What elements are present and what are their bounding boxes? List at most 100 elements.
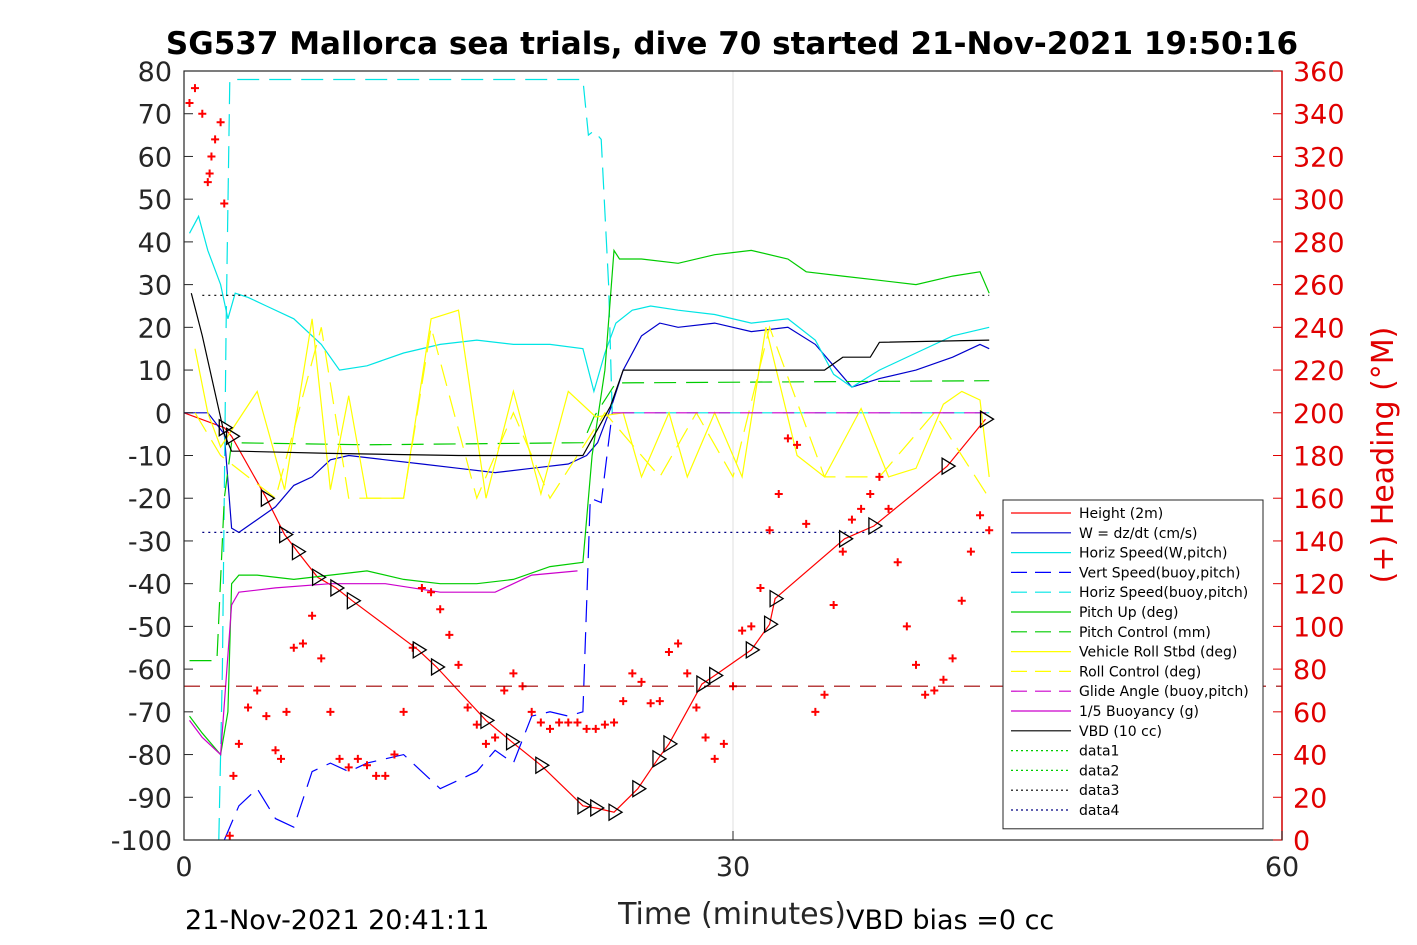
legend-label-2: Horiz Speed(W,pitch): [1079, 546, 1227, 562]
legend-label-15: data4: [1079, 803, 1120, 819]
heading-point-49: [573, 718, 582, 727]
heading-point-22: [326, 707, 335, 716]
legend: Height (2m) W = dz/dt (cm/s) Horiz Speed(W…: [1002, 499, 1264, 830]
depth-marker-24: [769, 589, 785, 608]
right-tick-label-5: 100: [1293, 612, 1345, 643]
heading-point-33: [427, 588, 436, 597]
x-tick-label-0: 0: [175, 852, 192, 883]
heading-point-79: [847, 515, 856, 524]
depth-marker-20: [696, 674, 712, 694]
heading-point-16: [276, 754, 285, 763]
legend-label-12: data1: [1079, 744, 1119, 760]
heading-point-21: [317, 654, 326, 663]
heading-point-42: [509, 669, 518, 678]
left-tick-label-7: -30: [128, 527, 172, 558]
left-tick-label-18: 80: [138, 57, 172, 88]
depth-marker-10: [430, 657, 446, 677]
right-tick-label-11: 220: [1293, 356, 1345, 387]
heading-point-78: [838, 547, 847, 556]
depth-marker-12: [505, 732, 521, 751]
series-line-6: [189, 380, 990, 662]
left-tick-label-12: 20: [138, 313, 172, 344]
heading-point-36: [454, 660, 463, 669]
depth-marker-8: [346, 591, 362, 610]
heading-point-93: [976, 511, 985, 520]
left-tick-label-13: 30: [138, 271, 172, 302]
left-tick-label-6: -40: [128, 570, 172, 601]
heading-point-62: [692, 703, 701, 712]
right-tick-label-4: 80: [1293, 655, 1327, 686]
heading-point-47: [555, 718, 564, 727]
left-tick-label-15: 50: [138, 185, 172, 216]
depth-marker-17: [632, 779, 648, 798]
heading-point-7: [216, 118, 225, 127]
heading-point-38: [472, 720, 481, 729]
x-tick-label-1: 30: [716, 852, 750, 883]
depth-marker-16: [608, 803, 624, 822]
heading-point-29: [390, 750, 399, 759]
series-line-3: [223, 412, 613, 841]
right-tick-label-3: 60: [1293, 698, 1327, 729]
heading-point-75: [811, 707, 820, 716]
legend-label-8: Roll Control (deg): [1079, 664, 1201, 680]
legend-items: Height (2m) W = dz/dt (cm/s) Horiz Speed(W…: [1011, 506, 1249, 819]
depth-marker-5: [291, 542, 307, 561]
heading-point-92: [966, 547, 975, 556]
footer-vbd-bias: VBD bias =0 cc: [846, 905, 1054, 936]
heading-point-13: [253, 686, 262, 695]
heading-point-52: [600, 720, 609, 729]
heading-point-20: [308, 611, 317, 620]
left-tick-label-3: -70: [128, 698, 172, 729]
legend-label-11: VBD (10 cc): [1079, 724, 1162, 740]
chart-title: SG537 Mallorca sea trials, dive 70 start…: [166, 26, 1298, 62]
heading-point-82: [875, 472, 884, 481]
left-tick-label-4: -60: [128, 655, 172, 686]
heading-point-17: [282, 707, 291, 716]
legend-label-6: Pitch Control (mm): [1079, 625, 1211, 641]
heading-point-34: [436, 605, 445, 614]
right-tick-label-18: 360: [1293, 57, 1345, 88]
legend-label-10: 1/5 Buoyancy (g): [1079, 704, 1199, 720]
heading-point-56: [637, 677, 646, 686]
depth-marker-6: [311, 568, 327, 587]
heading-point-26: [363, 761, 371, 770]
heading-point-39: [481, 739, 490, 748]
heading-point-32: [417, 583, 426, 592]
heading-point-0: [185, 99, 194, 108]
right-tick-label-10: 200: [1293, 399, 1345, 430]
depth-marker-2: [225, 427, 241, 446]
heading-point-77: [829, 601, 838, 610]
left-tick-label-0: -100: [111, 826, 172, 857]
series-line-11: [190, 293, 990, 457]
heading-point-40: [491, 733, 500, 742]
heading-point-71: [774, 489, 783, 498]
heading-point-68: [747, 622, 756, 631]
depth-marker-18: [652, 749, 668, 768]
series-line-2: [188, 214, 990, 394]
legend-label-0: Height (2m): [1079, 506, 1163, 522]
heading-point-70: [765, 526, 774, 535]
heading-point-72: [783, 434, 792, 443]
legend-label-9: Glide Angle (buoy,pitch): [1079, 684, 1249, 700]
legend-label-4: Horiz Speed(buoy,pitch): [1079, 585, 1248, 601]
heading-point-57: [646, 699, 655, 708]
heading-point-61: [683, 669, 692, 678]
left-tick-label-14: 40: [138, 228, 172, 259]
legend-label-5: Pitch Up (deg): [1079, 605, 1178, 621]
depth-marker-13: [535, 756, 551, 775]
series-line-7: [194, 309, 990, 499]
heading-point-9: [225, 831, 234, 840]
depth-marker-28: [979, 410, 995, 429]
series-line-5: [189, 248, 990, 756]
heading-point-48: [564, 718, 573, 727]
heading-point-80: [857, 504, 866, 513]
heading-point-91: [957, 596, 966, 605]
heading-point-50: [582, 724, 591, 733]
heading-point-69: [756, 583, 765, 592]
depth-marker-9: [412, 640, 428, 660]
right-tick-label-14: 280: [1293, 228, 1345, 259]
legend-label-7: Vehicle Roll Stbd (deg): [1079, 645, 1237, 661]
heading-point-65: [719, 739, 728, 748]
heading-point-53: [610, 718, 619, 727]
